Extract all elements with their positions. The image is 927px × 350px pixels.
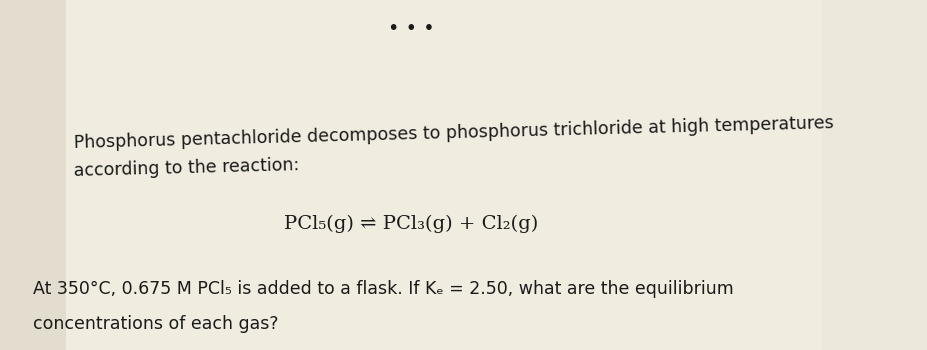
Text: PCl₅(g) ⇌ PCl₃(g) + Cl₂(g): PCl₅(g) ⇌ PCl₃(g) + Cl₂(g) <box>284 215 538 233</box>
Bar <box>0 0 66 350</box>
Text: Phosphorus pentachloride decomposes to phosphorus trichloride at high temperatur: Phosphorus pentachloride decomposes to p… <box>74 114 833 152</box>
Text: At 350°C, 0.675 M PCl₅ is added to a flask. If Kₑ = 2.50, what are the equilibri: At 350°C, 0.675 M PCl₅ is added to a fla… <box>32 280 733 298</box>
Text: concentrations of each gas?: concentrations of each gas? <box>32 315 278 333</box>
Text: • • •: • • • <box>387 19 434 37</box>
Text: according to the reaction:: according to the reaction: <box>74 156 299 180</box>
